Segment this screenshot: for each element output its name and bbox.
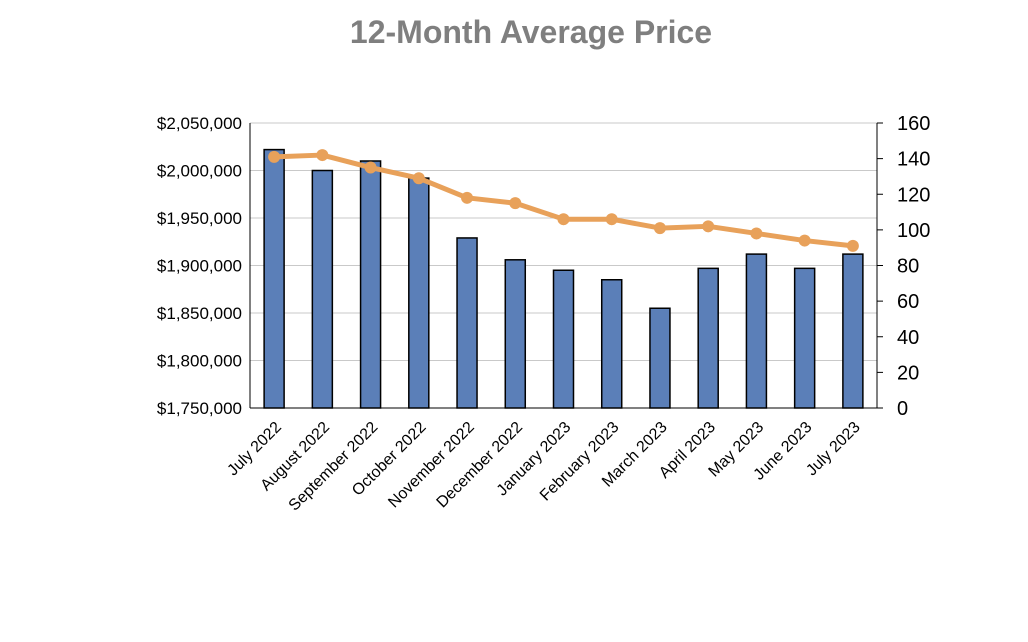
bar (456, 237, 478, 409)
bar (745, 253, 768, 409)
right-tick-label: 80 (897, 256, 919, 278)
bar-series (263, 148, 864, 409)
line-point (412, 172, 425, 185)
right-tick-label: 140 (897, 149, 930, 171)
bar (408, 177, 430, 409)
chart-title: 12-Month Average Price (349, 14, 713, 50)
right-tick-label: 0 (897, 398, 908, 420)
line-point (557, 213, 570, 226)
left-tick-label: $1,800,000 (157, 352, 242, 371)
bar (842, 253, 864, 409)
left-tick-label: $2,050,000 (157, 114, 242, 133)
bar (359, 160, 382, 409)
right-tick-label: 40 (897, 327, 919, 349)
line-point (364, 161, 377, 174)
right-tick-label: 160 (897, 113, 930, 135)
right-tick-label: 20 (897, 362, 919, 384)
right-tick-label: 120 (897, 184, 930, 206)
line-point (702, 220, 715, 233)
bar (793, 267, 816, 409)
bar (600, 279, 623, 409)
line-point (653, 222, 666, 235)
left-tick-label: $1,900,000 (157, 257, 242, 276)
line-point (461, 191, 474, 204)
right-tick-label: 100 (897, 220, 930, 242)
axes (249, 122, 883, 409)
left-tick-label: $1,850,000 (157, 304, 242, 323)
bar (552, 269, 575, 409)
bar (504, 259, 527, 409)
line-point (750, 227, 763, 240)
left-tick-label: $2,000,000 (157, 162, 242, 181)
line-point (605, 213, 618, 226)
line-series (268, 149, 859, 252)
right-axis-ticks: 0 20 40 60 80 100 120 140 160 (897, 113, 930, 420)
bar (311, 169, 334, 409)
bar (263, 148, 285, 409)
bar (697, 267, 719, 409)
x-tick-label: September 2022 (286, 419, 382, 515)
left-tick-label: $1,750,000 (157, 399, 242, 418)
line-point (316, 149, 329, 162)
bar (649, 307, 671, 409)
left-axis-ticks: $1,750,000 $1,800,000 $1,850,000 $1,900,000… (157, 114, 242, 418)
x-tick-label: November 2022 (385, 419, 478, 512)
line-point (509, 197, 522, 210)
line-point (846, 239, 859, 252)
line-point (268, 150, 281, 163)
line-point (798, 234, 811, 247)
left-tick-label: $1,950,000 (157, 209, 242, 228)
x-tick-label: December 2022 (434, 419, 527, 512)
right-tick-label: 60 (897, 291, 919, 313)
